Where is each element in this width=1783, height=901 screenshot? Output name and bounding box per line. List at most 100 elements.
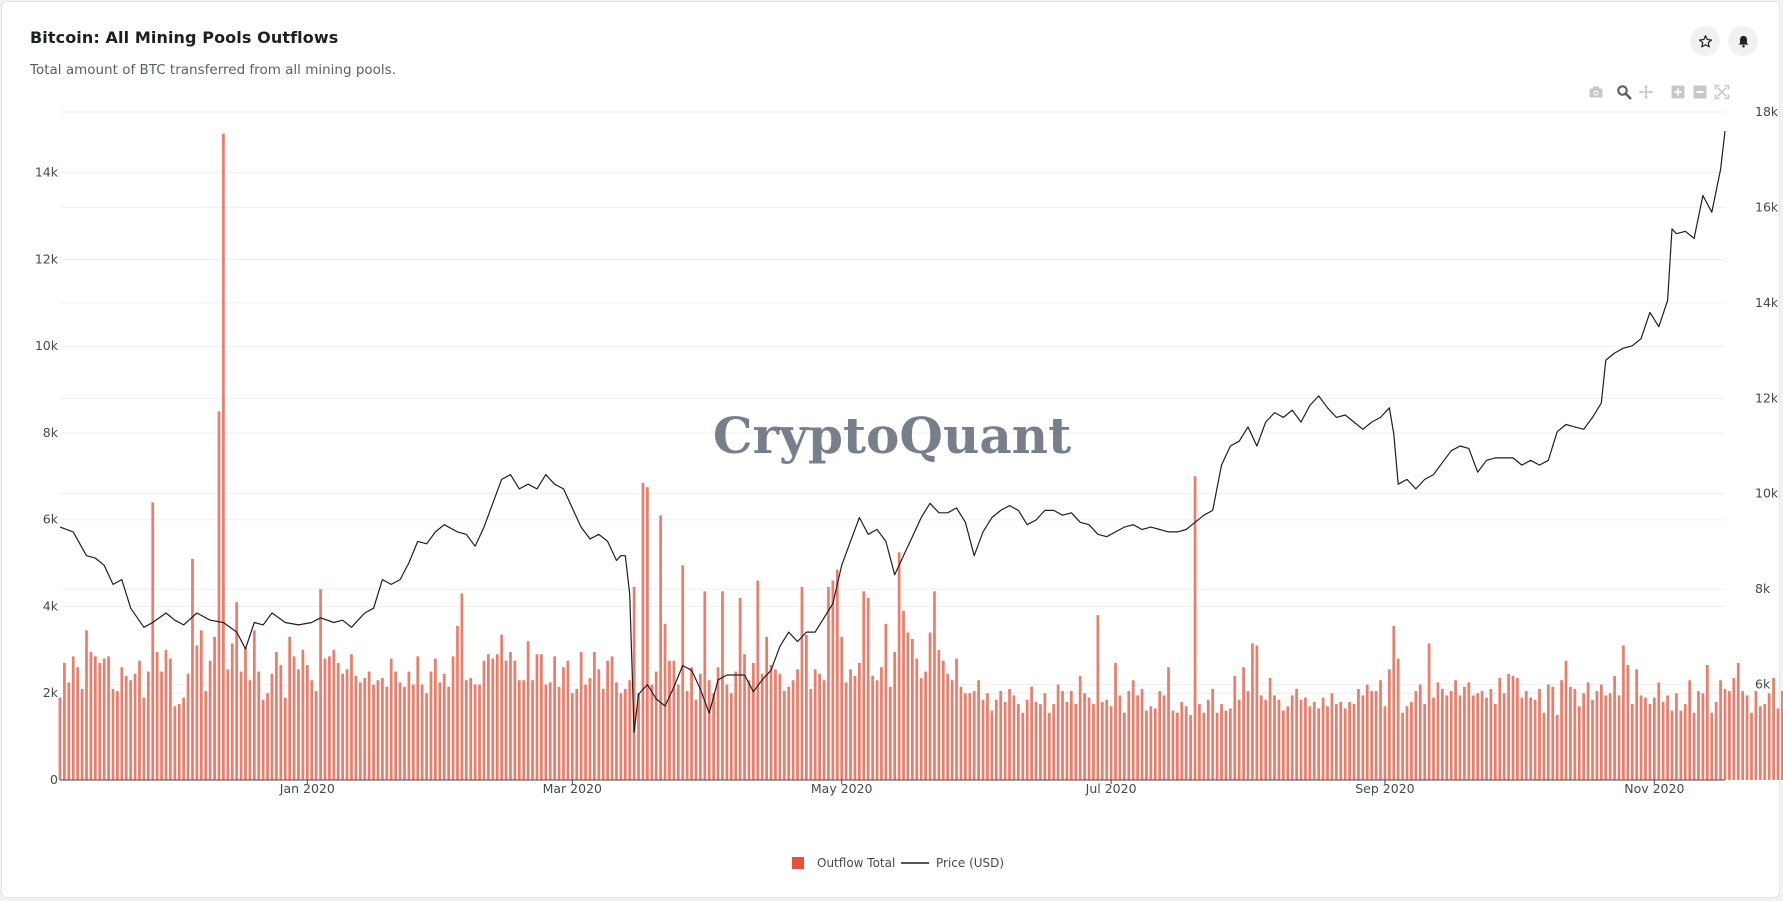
outflow-bar — [668, 660, 671, 780]
outflow-bar — [663, 623, 667, 780]
outflow-bar — [610, 656, 614, 780]
outflow-bar — [747, 680, 751, 780]
alert-button[interactable] — [1728, 26, 1758, 56]
outflow-bar — [85, 630, 88, 780]
outflow-bar — [1017, 704, 1020, 780]
y-left-tick-label: 10k — [35, 338, 59, 353]
outflow-bar — [1206, 699, 1210, 780]
outflow-bar — [1710, 712, 1714, 780]
outflow-bar — [58, 697, 62, 780]
outflow-bar — [1542, 712, 1546, 780]
x-tick-label: Nov 2020 — [1624, 781, 1684, 796]
outflow-bar — [738, 597, 742, 780]
outflow-bar — [1061, 691, 1064, 780]
outflow-bar — [1334, 704, 1338, 780]
zoom-out-button[interactable] — [1691, 84, 1709, 102]
star-icon — [1698, 34, 1712, 47]
outflow-bar — [1763, 704, 1767, 780]
autoscale-button[interactable] — [1713, 84, 1731, 102]
outflow-bar — [1679, 710, 1683, 780]
outflow-bar — [1639, 695, 1643, 780]
outflow-bar — [1524, 691, 1528, 780]
outflow-bar — [1153, 708, 1157, 780]
outflow-bar — [977, 680, 980, 780]
outflow-bar — [1463, 686, 1466, 780]
outflow-bar — [376, 680, 380, 780]
outflow-bar — [434, 658, 437, 780]
outflow-bar — [964, 693, 967, 780]
pan-button[interactable] — [1637, 84, 1655, 102]
legend-item-outflow-total[interactable]: Outflow Total — [792, 856, 895, 870]
x-tick-label: Jan 2020 — [279, 781, 335, 796]
outflow-bar — [239, 671, 243, 780]
outflow-bar — [1259, 695, 1263, 780]
y-right-tick-label: 10k — [1755, 486, 1779, 501]
zoom-button[interactable] — [1615, 84, 1633, 102]
outflow-bar — [1312, 701, 1316, 780]
outflow-bar — [464, 680, 468, 780]
outflow-bar — [358, 682, 362, 780]
outflow-bar — [1533, 699, 1537, 780]
outflow-bar — [955, 658, 958, 780]
outflow-bar — [919, 678, 923, 780]
outflow-bar — [1193, 476, 1197, 780]
outflow-bar — [504, 660, 508, 780]
outflow-bar — [769, 665, 773, 780]
outflow-bar — [416, 656, 420, 780]
outflow-bar — [1149, 706, 1153, 780]
y-left-tick-label: 0 — [50, 772, 58, 787]
outflow-bar — [862, 591, 866, 780]
legend-swatch-bar — [792, 857, 804, 869]
outflow-bar — [517, 680, 521, 780]
legend[interactable]: Outflow Total Price (USD) — [792, 856, 1004, 870]
outflow-bar — [1661, 701, 1665, 780]
outflow-bar — [473, 684, 477, 780]
legend-item-price[interactable]: Price (USD) — [901, 856, 1004, 870]
y-right-tick-label: 16k — [1755, 199, 1779, 214]
outflow-bar — [986, 693, 989, 780]
outflow-bar — [111, 688, 115, 780]
outflow-bar — [120, 667, 124, 780]
outflow-bar — [1454, 680, 1457, 780]
outflow-bar — [540, 654, 543, 780]
y-right-tick-label: 18k — [1755, 104, 1779, 119]
outflow-bar — [1427, 643, 1431, 780]
outflow-bar — [319, 589, 322, 780]
outflow-bar — [1290, 695, 1294, 780]
outflow-bar — [270, 673, 274, 780]
y-right-tick-label: 12k — [1755, 390, 1779, 405]
outflow-bar — [63, 662, 66, 780]
outflow-bar — [447, 686, 451, 780]
outflow-bar — [778, 673, 782, 780]
outflow-bar — [222, 133, 225, 780]
outflow-bar — [1352, 704, 1356, 780]
outflow-bar — [950, 680, 954, 780]
outflow-bar — [756, 580, 760, 780]
outflow-bar — [818, 673, 821, 780]
outflow-bar — [628, 680, 632, 780]
outflow-bar — [1750, 712, 1753, 780]
outflow-bar — [102, 658, 106, 780]
outflow-bar — [230, 643, 234, 780]
outflow-bar — [93, 656, 97, 780]
outflow-bar — [1065, 701, 1069, 780]
outflow-bar — [694, 699, 698, 780]
outflow-bar — [1321, 697, 1325, 780]
favorite-button[interactable] — [1690, 26, 1720, 56]
download-plot-button[interactable] — [1587, 84, 1605, 102]
outflow-bar — [1122, 712, 1126, 780]
outflow-bar — [1423, 704, 1427, 780]
y-right-tick-label: 14k — [1755, 295, 1779, 310]
outflow-bar — [681, 565, 685, 780]
outflow-bar — [1705, 665, 1709, 780]
outflow-bar — [1365, 684, 1369, 780]
outflow-bar — [164, 649, 168, 780]
outflow-bar — [160, 671, 163, 780]
outflow-bar — [1736, 662, 1740, 780]
x-tick-label: Jul 2020 — [1085, 781, 1137, 796]
outflow-bar — [1604, 695, 1608, 780]
outflow-bar — [619, 693, 623, 780]
zoom-in-button[interactable] — [1669, 84, 1687, 102]
outflow-bar — [411, 684, 415, 780]
outflow-bars — [58, 133, 1783, 780]
